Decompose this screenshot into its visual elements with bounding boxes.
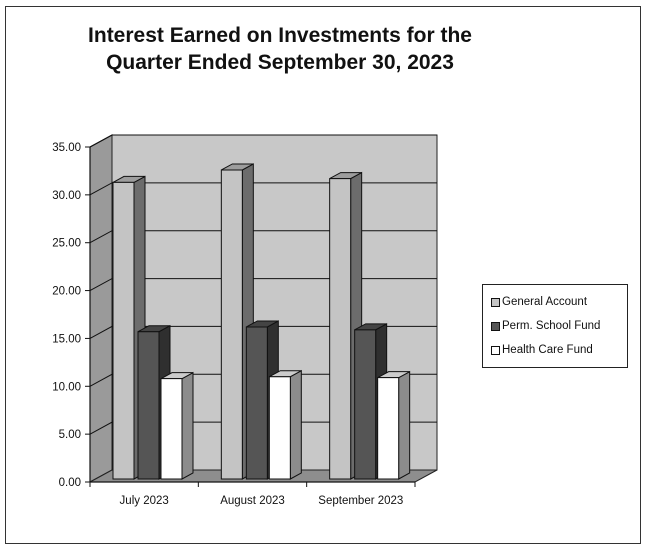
bar-health-care-fund-side xyxy=(289,369,302,480)
y-tick-label: 15.00 xyxy=(52,333,81,345)
y-tick-label: 35.00 xyxy=(52,142,81,154)
bar-general-account-front xyxy=(329,178,352,480)
gridline xyxy=(89,182,437,196)
legend-swatch-health-care-fund xyxy=(491,345,500,355)
bar-perm-school-fund-front xyxy=(354,329,377,480)
gridline xyxy=(89,278,437,292)
bar-general-account-front xyxy=(112,181,135,480)
chart-side-wall xyxy=(89,134,113,483)
y-tick-label: 10.00 xyxy=(52,381,81,393)
bar-perm-school-fund-front xyxy=(137,331,160,480)
bar-health-care-fund-front xyxy=(160,378,183,480)
bar-health-care-fund xyxy=(377,370,411,480)
gridline xyxy=(89,325,437,339)
legend-item-general-account: General Account xyxy=(491,290,627,314)
bar-health-care-fund xyxy=(268,369,302,480)
y-tick-label: 25.00 xyxy=(52,238,81,250)
gridline xyxy=(89,373,437,387)
bar-health-care-fund-front xyxy=(377,377,400,480)
legend-swatch-perm-school-fund xyxy=(491,321,500,331)
y-tick-label: 30.00 xyxy=(52,190,81,202)
legend-swatch-general-account xyxy=(491,297,500,307)
legend-label-health-care-fund: Health Care Fund xyxy=(502,344,593,356)
y-tick-label: 5.00 xyxy=(59,429,81,441)
gridline xyxy=(89,230,437,244)
legend-label-general-account: General Account xyxy=(502,296,588,308)
bar-health-care-fund-front xyxy=(268,376,291,480)
y-tick-label: 0.00 xyxy=(59,477,81,489)
y-tick-label: 20.00 xyxy=(52,286,81,298)
gridline xyxy=(89,134,437,148)
x-tick-label: August 2023 xyxy=(220,495,285,507)
chart-title-line-1: Interest Earned on Investments for the xyxy=(88,24,472,47)
legend-item-perm-school-fund: Perm. School Fund xyxy=(491,314,627,338)
chart-title: Interest Earned on Investments for the Q… xyxy=(60,22,500,76)
bar-general-account-front xyxy=(220,169,243,480)
bar-health-care-fund-side xyxy=(181,371,194,480)
x-tick-label: September 2023 xyxy=(318,495,403,507)
bar-health-care-fund xyxy=(160,371,194,480)
legend-item-health-care-fund: Health Care Fund xyxy=(491,338,627,362)
bar-health-care-fund-side xyxy=(398,370,411,480)
bar-perm-school-fund-front xyxy=(245,326,268,480)
chart-legend: General Account Perm. School Fund Health… xyxy=(482,284,628,368)
gridline xyxy=(89,421,437,435)
legend-label-perm-school-fund: Perm. School Fund xyxy=(502,320,601,332)
x-tick-label: July 2023 xyxy=(120,495,169,507)
chart-title-line-2: Quarter Ended September 30, 2023 xyxy=(106,51,454,74)
